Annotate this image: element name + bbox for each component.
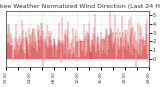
- Title: Milwaukee Weather Normalized Wind Direction (Last 24 Hours): Milwaukee Weather Normalized Wind Direct…: [0, 4, 160, 9]
